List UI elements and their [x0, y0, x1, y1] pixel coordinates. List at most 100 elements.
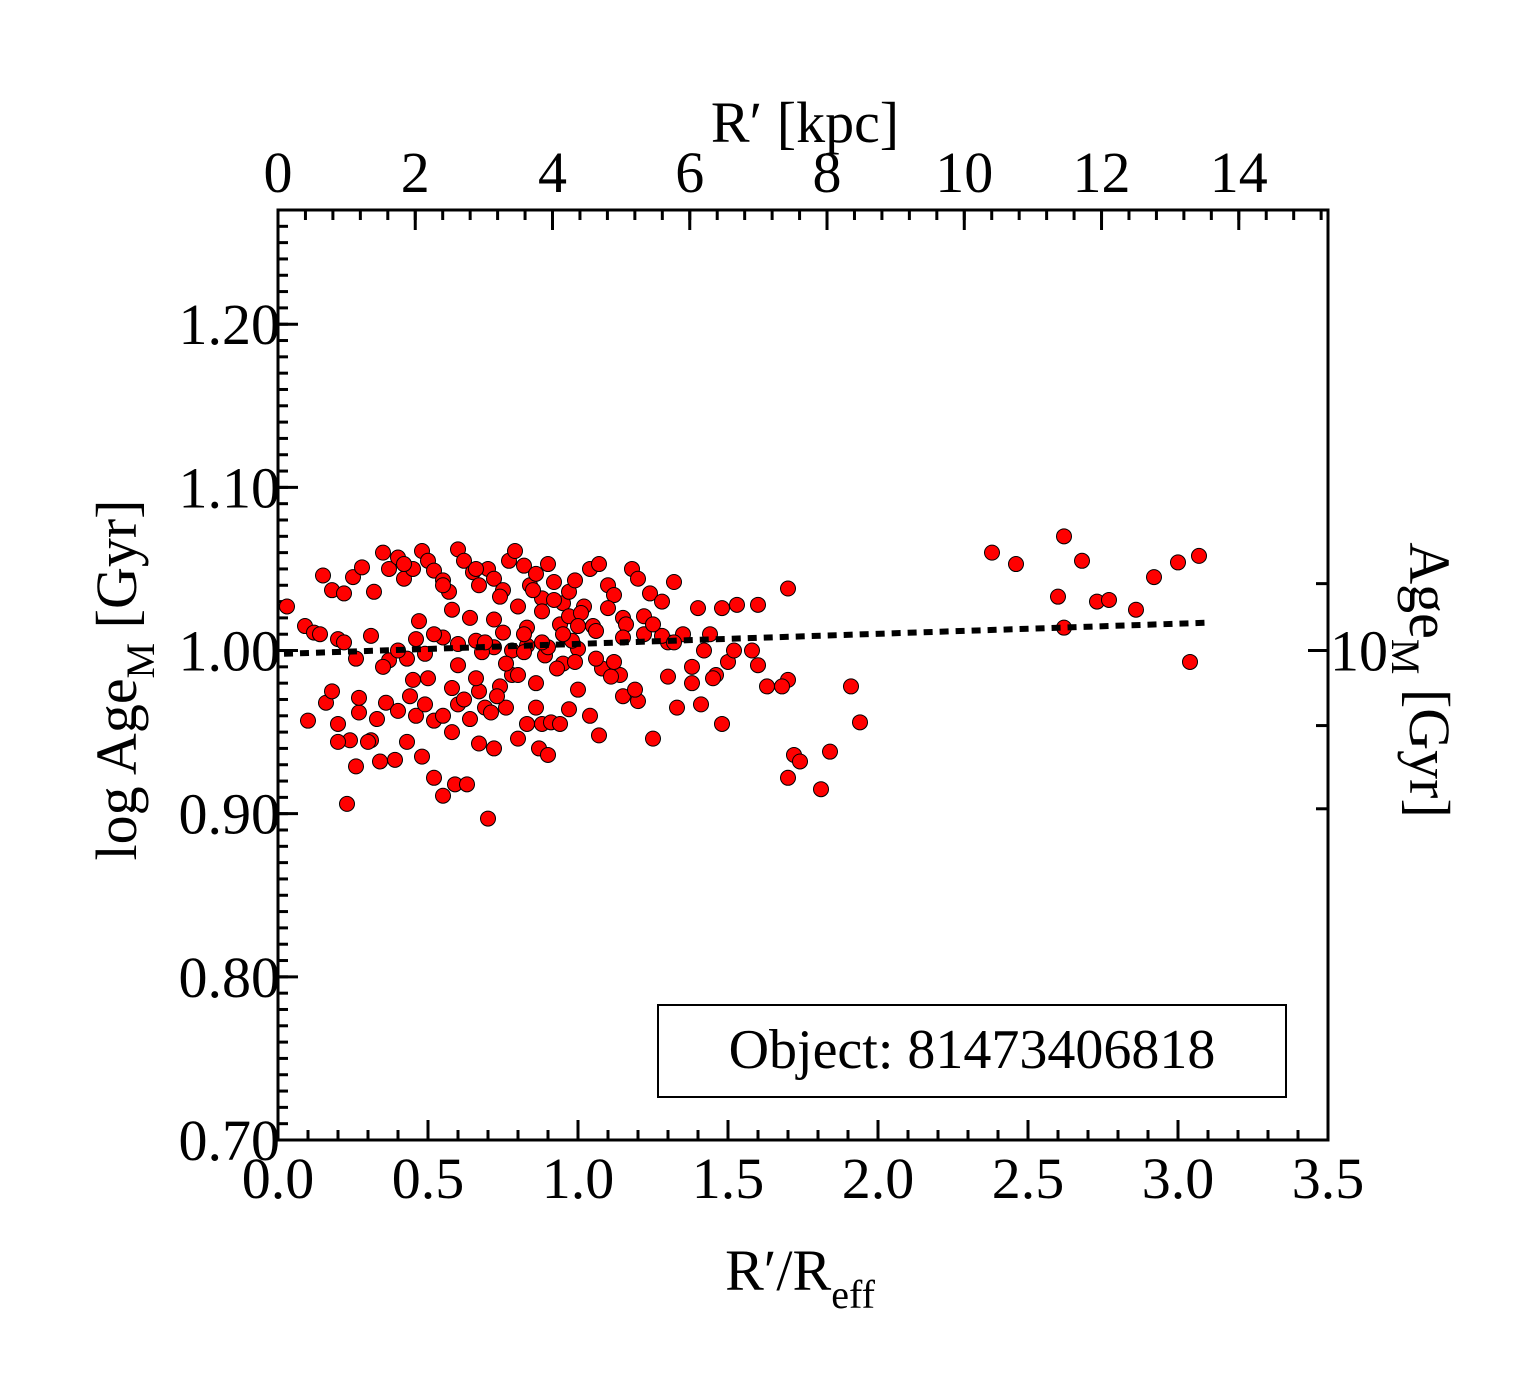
data-point: [489, 688, 505, 705]
data-point: [561, 701, 577, 718]
data-point: [516, 557, 532, 574]
data-point: [546, 591, 562, 608]
data-point: [420, 670, 436, 687]
data-point: [606, 653, 622, 670]
data-point: [570, 681, 586, 698]
data-point: [378, 694, 394, 711]
x2-tick-label: 6: [675, 140, 704, 205]
data-point: [516, 626, 532, 643]
data-point: [588, 622, 604, 639]
x-tick-label: 1.5: [692, 1146, 765, 1211]
data-point: [780, 580, 796, 597]
data-point: [360, 733, 376, 750]
y-tick-label: 0.70: [179, 1108, 281, 1173]
data-point: [1191, 547, 1207, 564]
data-point: [600, 600, 616, 617]
data-point: [486, 611, 502, 628]
x2-tick-label: 8: [813, 140, 842, 205]
data-point: [444, 680, 460, 697]
data-point: [300, 712, 316, 729]
data-points: [279, 528, 1207, 827]
data-point: [588, 650, 604, 667]
data-point: [645, 616, 661, 633]
annotation-box: Object: 81473406818: [657, 1004, 1287, 1098]
data-point: [519, 715, 535, 732]
data-point: [528, 565, 544, 582]
data-point: [507, 543, 523, 559]
data-point: [669, 699, 685, 716]
data-point: [813, 781, 829, 798]
data-point: [1146, 569, 1162, 586]
data-point: [591, 727, 607, 744]
data-point: [714, 600, 730, 617]
x2-axis-title: R′ [kpc]: [711, 90, 899, 155]
data-point: [690, 600, 706, 617]
data-point: [744, 642, 760, 659]
data-point: [495, 624, 511, 641]
data-point: [1170, 554, 1186, 571]
data-point: [435, 707, 451, 724]
data-point: [603, 668, 619, 685]
data-point: [528, 675, 544, 692]
x-tick-label: 0.5: [392, 1146, 465, 1211]
data-point: [348, 758, 364, 775]
data-point: [456, 691, 472, 708]
data-point: [822, 743, 838, 760]
y-axis-title: log AgeM [Gyr]: [84, 500, 163, 861]
data-point: [468, 560, 484, 577]
data-point: [591, 556, 607, 573]
data-point: [627, 681, 643, 698]
x-tick-label: 3.5: [1292, 1146, 1365, 1211]
data-point: [534, 603, 550, 620]
data-point: [369, 711, 385, 728]
data-point: [552, 715, 568, 732]
data-point: [471, 577, 487, 594]
data-point: [402, 688, 418, 705]
data-point: [444, 601, 460, 618]
data-point: [642, 585, 658, 602]
data-point: [696, 642, 712, 659]
data-point: [693, 696, 709, 713]
data-point: [1056, 528, 1072, 545]
data-point: [399, 733, 415, 750]
y-tick-label: 1.00: [179, 619, 281, 684]
data-point: [492, 588, 508, 605]
x-tick-label: 3.0: [1142, 1146, 1215, 1211]
data-point: [405, 671, 421, 688]
y2-axis-title: AgeM [Gyr]: [1383, 542, 1462, 818]
data-point: [408, 631, 424, 648]
data-point: [468, 670, 484, 687]
data-point: [1008, 556, 1024, 573]
x2-tick-label: 12: [1073, 140, 1131, 205]
x-tick-label: 2.0: [842, 1146, 915, 1211]
data-point: [540, 746, 556, 763]
data-point: [351, 689, 367, 706]
data-point: [381, 560, 397, 577]
data-point: [555, 626, 571, 643]
data-point: [372, 753, 388, 770]
data-point: [684, 658, 700, 675]
plot-frame: [276, 208, 1330, 1142]
annotation-text: Object: 81473406818: [729, 1019, 1216, 1081]
data-point: [426, 769, 442, 786]
x-tick-label: 0.0: [242, 1146, 315, 1211]
data-point: [1182, 653, 1198, 670]
data-point: [312, 626, 328, 643]
data-point: [471, 683, 487, 700]
x-tick-label: 2.5: [992, 1146, 1065, 1211]
data-point: [486, 570, 502, 587]
data-point: [354, 559, 370, 576]
data-point: [567, 572, 583, 589]
data-point: [705, 670, 721, 687]
data-point: [426, 562, 442, 579]
data-point: [684, 675, 700, 692]
data-point: [387, 751, 403, 768]
x2-tick-label: 0: [264, 140, 293, 205]
data-point: [345, 569, 361, 586]
data-point: [660, 668, 676, 685]
data-point: [408, 707, 424, 724]
data-point: [411, 613, 427, 630]
data-point: [750, 596, 766, 613]
data-point: [630, 570, 646, 587]
